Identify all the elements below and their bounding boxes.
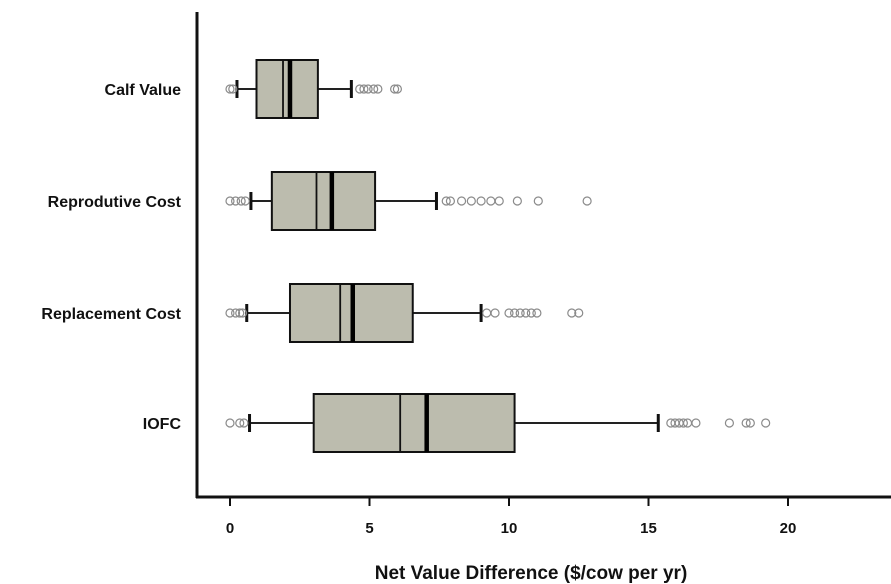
category-label: Reprodutive Cost — [48, 194, 182, 211]
outlier-point — [745, 418, 755, 428]
outlier-point — [392, 84, 402, 94]
outlier-point — [359, 84, 369, 94]
outlier-point — [363, 84, 373, 94]
x-tick-label: 20 — [780, 520, 797, 537]
outlier-point — [228, 84, 238, 94]
outlier-point — [237, 308, 248, 318]
outlier-point — [236, 196, 246, 206]
x-axis-ticks: 0 5 10 15 20 — [226, 497, 797, 537]
outlier-point — [761, 418, 771, 428]
x-tick-label: 5 — [365, 520, 373, 537]
outlier-point — [567, 308, 577, 318]
outlier-point — [741, 418, 751, 428]
category-label: Calf Value — [105, 82, 182, 99]
plot-area — [225, 59, 771, 453]
box-group — [225, 171, 592, 231]
x-tick-label: 10 — [501, 520, 518, 537]
outlier-point — [369, 84, 379, 94]
outlier-point — [239, 418, 249, 428]
outlier-point — [494, 196, 504, 206]
outlier-point — [691, 418, 701, 428]
outlier-point — [509, 308, 520, 318]
outlier-point — [235, 308, 245, 318]
outlier-point — [678, 418, 688, 428]
outlier-point — [476, 196, 486, 206]
outlier-point — [490, 308, 500, 318]
outlier-point — [373, 84, 383, 94]
x-axis-title: Net Value Difference ($/cow per yr) — [375, 563, 688, 584]
outlier-point — [574, 308, 584, 318]
outlier-point — [466, 196, 476, 206]
outlier-point — [515, 308, 525, 318]
outlier-point — [456, 196, 467, 206]
outlier-point — [533, 196, 543, 206]
outlier-point — [240, 196, 250, 206]
outlier-point — [225, 308, 235, 318]
outlier-point — [441, 196, 451, 206]
outlier-point — [225, 418, 235, 428]
box-group — [225, 393, 771, 453]
iqr-box — [312, 393, 516, 453]
outlier-point — [225, 196, 235, 206]
x-tick-label: 0 — [226, 520, 234, 537]
iqr-box — [255, 59, 319, 119]
outlier-point — [230, 196, 241, 206]
category-label: Replacement Cost — [41, 306, 181, 323]
outlier-point — [512, 196, 522, 206]
x-tick-label: 15 — [640, 520, 657, 537]
box-group — [225, 283, 584, 343]
iqr-box — [270, 171, 377, 231]
outlier-point — [504, 308, 514, 318]
outlier-point — [724, 418, 735, 428]
outlier-point — [230, 308, 241, 318]
outlier-point — [582, 196, 592, 206]
outlier-point — [235, 418, 245, 428]
outlier-point — [526, 308, 536, 318]
category-label: IOFC — [143, 416, 182, 433]
outlier-point — [486, 196, 496, 206]
box-group — [225, 59, 402, 119]
outlier-point — [445, 196, 456, 206]
outlier-point — [482, 308, 492, 318]
outlier-point — [521, 308, 531, 318]
outlier-point — [225, 84, 235, 94]
outlier-point — [532, 308, 542, 318]
category-labels: Calf Value Reprodutive Cost Replacement Co… — [41, 82, 181, 433]
outlier-point — [390, 84, 400, 94]
